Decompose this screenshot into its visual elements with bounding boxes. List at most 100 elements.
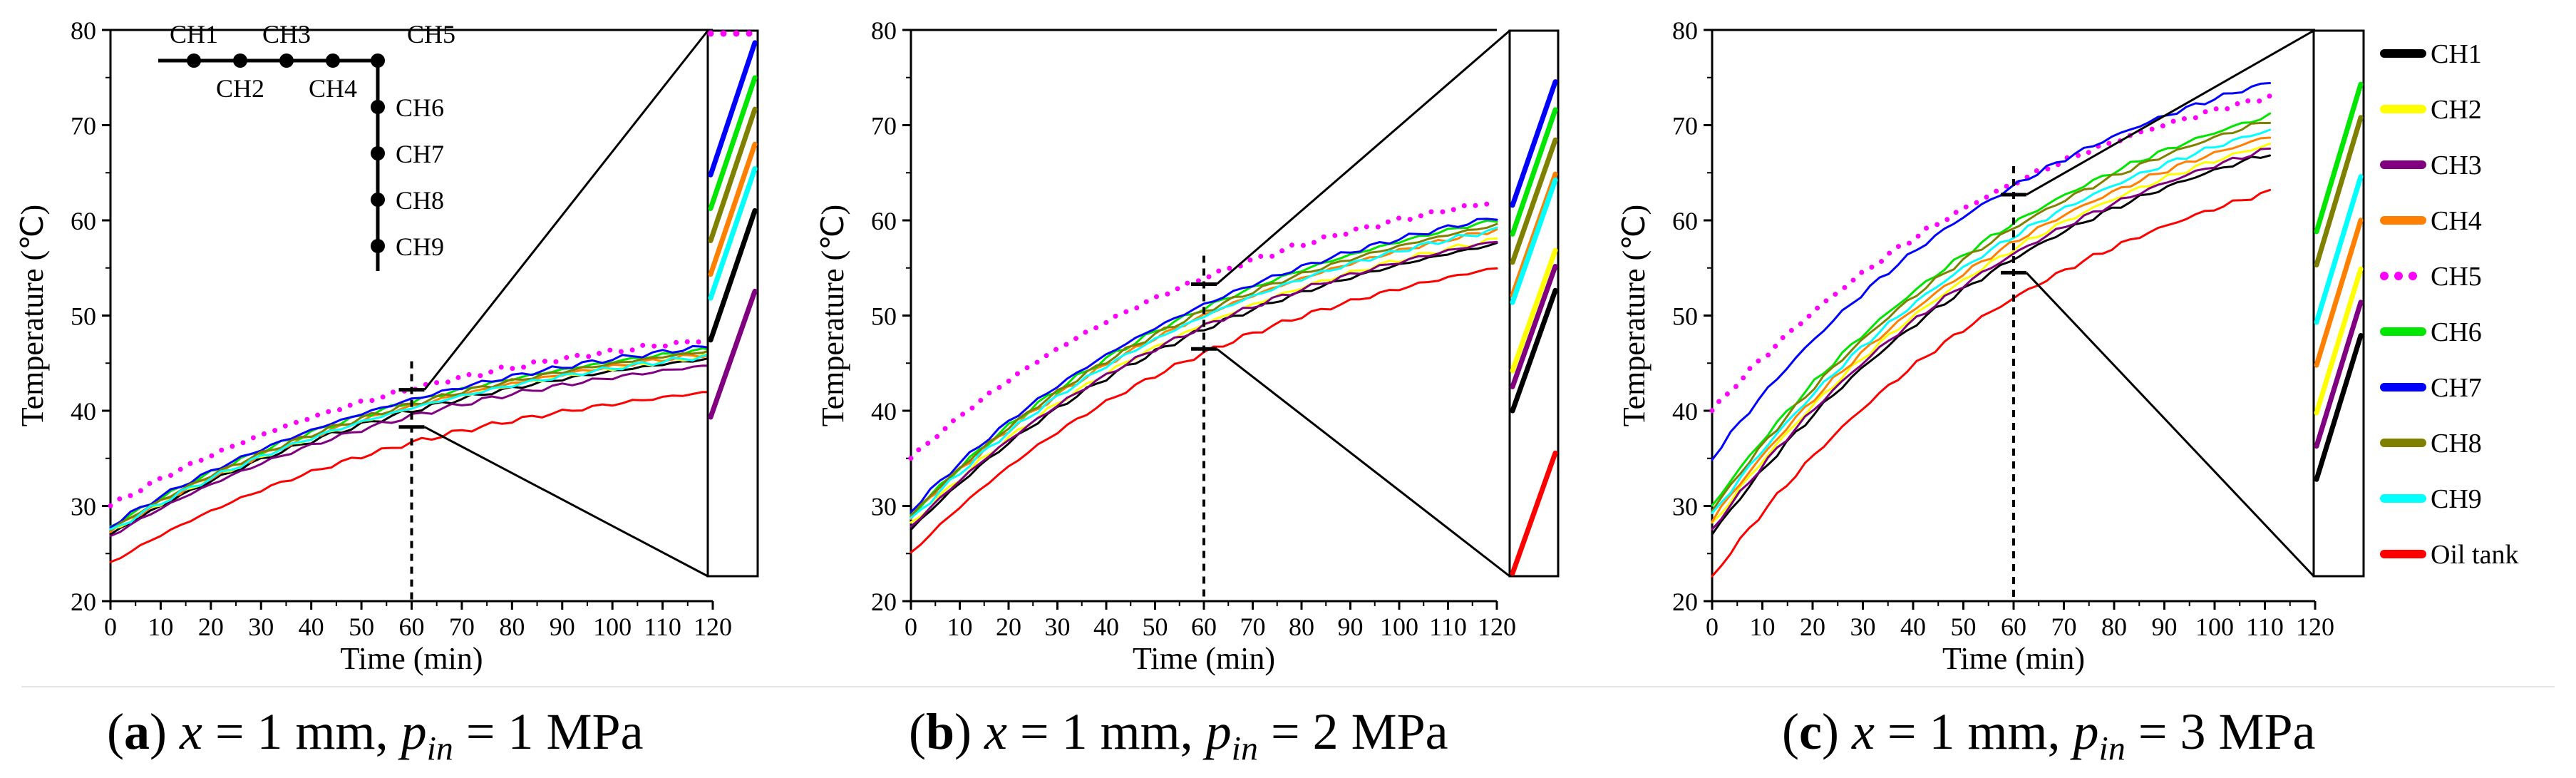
series-line-ch7: [109, 344, 714, 529]
y-tick-label: 30: [871, 493, 897, 521]
x-tick-label: 80: [499, 613, 525, 641]
x-tick-label: 20: [1800, 613, 1825, 641]
caption-c: (c) x = 1 mm, pin = 3 MPa: [1782, 703, 2316, 768]
x-tick-label: 30: [1850, 613, 1876, 641]
series-line-ch7: [910, 217, 1498, 513]
y-tick-label: 70: [1672, 112, 1698, 140]
x-tick-label: 70: [1240, 613, 1266, 641]
y-axis-label: Temperature (℃): [815, 205, 850, 426]
y-tick-label: 40: [1672, 397, 1698, 426]
x-tick-label: 20: [198, 613, 224, 641]
zoom-line-oil-tank: [1510, 450, 1558, 576]
y-tick-label: 50: [1672, 302, 1698, 331]
legend-label: CH7: [2431, 373, 2482, 403]
zoom-line-ch7: [708, 40, 758, 178]
series-line-ch1: [1711, 154, 2272, 536]
caption-b: (b) x = 1 mm, pin = 2 MPa: [909, 703, 1448, 768]
x-tick-label: 110: [2246, 613, 2284, 641]
x-tick-label: 40: [1900, 613, 1926, 641]
y-tick-label: 50: [71, 302, 96, 331]
x-tick-label: 90: [2152, 613, 2178, 641]
x-tick-label: 80: [1289, 613, 1314, 641]
x-tick-label: 40: [1093, 613, 1119, 641]
series-line-ch6: [910, 219, 1498, 516]
x-tick-label: 0: [905, 613, 917, 641]
y-tick-label: 70: [871, 112, 897, 140]
chart-panel-1: 0 10 20 30 40 50 60 70 80 90 100 110 120 20 30 40 50 60 70…: [15, 16, 759, 676]
caption-c-x-value: 1 mm: [1929, 703, 2048, 760]
x-tick-label: 50: [349, 613, 374, 641]
zoom-connector-lower: [1216, 348, 1510, 578]
caption-divider: [21, 686, 2555, 687]
zoom-connector-upper: [1216, 29, 1510, 285]
legend-label: Oil tank: [2431, 540, 2518, 570]
y-axis-label: Temperature (℃): [1617, 205, 1652, 426]
series-line-ch4: [1711, 136, 2272, 523]
series-line-ch6: [1711, 112, 2272, 507]
schematic-label-top: CH3: [262, 20, 311, 48]
x-tick-label: 10: [1750, 613, 1776, 641]
x-tick-label: 70: [2051, 613, 2077, 641]
x-tick-label: 0: [1706, 613, 1719, 641]
caption-c-letter: c: [1798, 703, 1822, 760]
schematic-label-bottom: CH4: [309, 74, 357, 103]
x-tick-label: 40: [299, 613, 324, 641]
zoom-line-ch8: [2314, 115, 2364, 267]
x-tick-label: 30: [248, 613, 274, 641]
zoom-line-ch4: [708, 141, 758, 277]
x-tick-label: 60: [2001, 613, 2026, 641]
x-tick-label: 60: [1191, 613, 1217, 641]
caption-a: (a) x = 1 mm, pin = 1 MPa: [107, 703, 644, 768]
x-tick-label: 90: [550, 613, 575, 641]
schematic-sensor-dot: [233, 53, 247, 68]
zoom-series-group: [2314, 81, 2364, 482]
x-tick-label: 60: [399, 613, 425, 641]
caption-b-p-value: 2 MPa: [1312, 703, 1448, 760]
zoom-connector-lower: [2025, 272, 2315, 578]
zoom-line-ch8: [708, 106, 758, 243]
chart-panel-3: 0 10 20 30 40 50 60 70 80 90 100 110 120 20 30 40 50 60 70…: [1617, 16, 2365, 676]
zoom-connector-upper: [423, 30, 709, 391]
x-tick-label: 10: [947, 613, 973, 641]
legend-label: CH9: [2431, 484, 2482, 514]
y-tick-label: 80: [1672, 16, 1698, 45]
schematic-sensor-dot: [371, 239, 385, 253]
caption-a-x-value: 1 mm: [257, 703, 376, 760]
y-tick-label: 60: [871, 207, 897, 235]
caption-a-p-sub: in: [426, 730, 453, 768]
x-tick-label: 20: [996, 613, 1021, 641]
zoom-line-ch9: [708, 166, 758, 301]
x-tick-label: 50: [1951, 613, 1977, 641]
schematic-label-side: CH6: [396, 93, 444, 122]
caption-c-p-value: 3 MPa: [2180, 703, 2316, 760]
legend-label: CH2: [2431, 95, 2482, 125]
y-tick-label: 40: [71, 397, 96, 426]
series-line-ch2: [1711, 142, 2272, 524]
caption-b-p-sub: in: [1231, 730, 1258, 768]
x-tick-label: 100: [1380, 613, 1418, 641]
zoom-connector-upper: [2026, 29, 2314, 196]
schematic-sensor-dot: [326, 53, 340, 68]
y-tick-label: 50: [871, 302, 897, 331]
zoom-line-ch9: [1510, 177, 1558, 305]
caption-b-p: p: [1205, 703, 1232, 760]
zoom-line-ch8: [1510, 137, 1558, 265]
zoom-line-ch4: [2314, 217, 2364, 368]
zoom-line-ch6: [1510, 107, 1558, 237]
schematic-label-top: CH5: [407, 20, 455, 48]
zoom-line-ch1: [1510, 287, 1558, 414]
schematic-label-top: CH1: [170, 20, 218, 48]
x-tick-label: 10: [148, 613, 173, 641]
zoom-line-ch2: [2314, 266, 2364, 416]
series-line-ch9: [910, 226, 1498, 519]
caption-a-p-value: 1 MPa: [508, 703, 644, 760]
legend-label: CH5: [2431, 262, 2482, 292]
zoom-line-ch3: [2314, 300, 2364, 449]
y-tick-label: 60: [1672, 207, 1698, 235]
zoom-line-ch7: [1510, 79, 1558, 208]
x-tick-label: 120: [1478, 613, 1516, 641]
x-tick-label: 50: [1143, 613, 1168, 641]
caption-c-x: x: [1851, 703, 1875, 760]
caption-a-letter: a: [123, 703, 150, 760]
zoom-connector-lower: [423, 426, 709, 578]
